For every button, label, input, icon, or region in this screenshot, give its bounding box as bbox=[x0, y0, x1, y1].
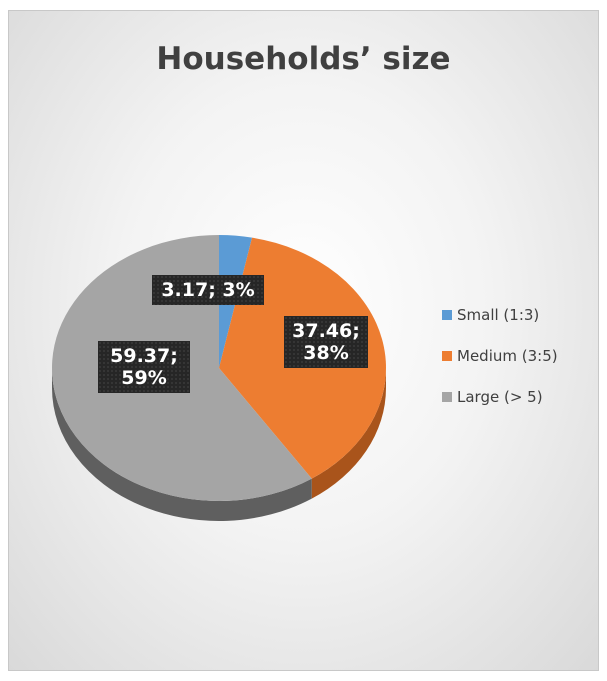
legend-item-small: Small (1:3) bbox=[442, 305, 558, 325]
legend-label-large: Large (> 5) bbox=[457, 388, 543, 406]
legend: Small (1:3) Medium (3:5) Large (> 5) bbox=[442, 305, 558, 428]
pie-side-large bbox=[52, 368, 312, 521]
legend-swatch-small bbox=[442, 310, 452, 320]
data-label-large-percent: 59% bbox=[121, 367, 167, 389]
chart-title: Households’ size bbox=[156, 41, 451, 77]
legend-item-medium: Medium (3:5) bbox=[442, 346, 558, 366]
legend-item-large: Large (> 5) bbox=[442, 387, 558, 407]
data-label-medium-value: 37.46; bbox=[292, 320, 360, 342]
data-label-large-value: 59.37; bbox=[110, 345, 178, 367]
legend-swatch-large bbox=[442, 392, 452, 402]
data-label-medium-percent: 38% bbox=[303, 342, 349, 364]
legend-label-medium: Medium (3:5) bbox=[457, 347, 558, 365]
data-label-small-text: 3.17; 3% bbox=[161, 279, 255, 301]
pie-side-medium bbox=[311, 368, 386, 499]
legend-label-small: Small (1:3) bbox=[457, 306, 540, 324]
data-label-small: 3.17; 3% bbox=[152, 275, 264, 305]
legend-swatch-medium bbox=[442, 351, 452, 361]
data-label-medium: 37.46; 38% bbox=[284, 316, 368, 368]
data-label-large: 59.37; 59% bbox=[98, 341, 190, 393]
